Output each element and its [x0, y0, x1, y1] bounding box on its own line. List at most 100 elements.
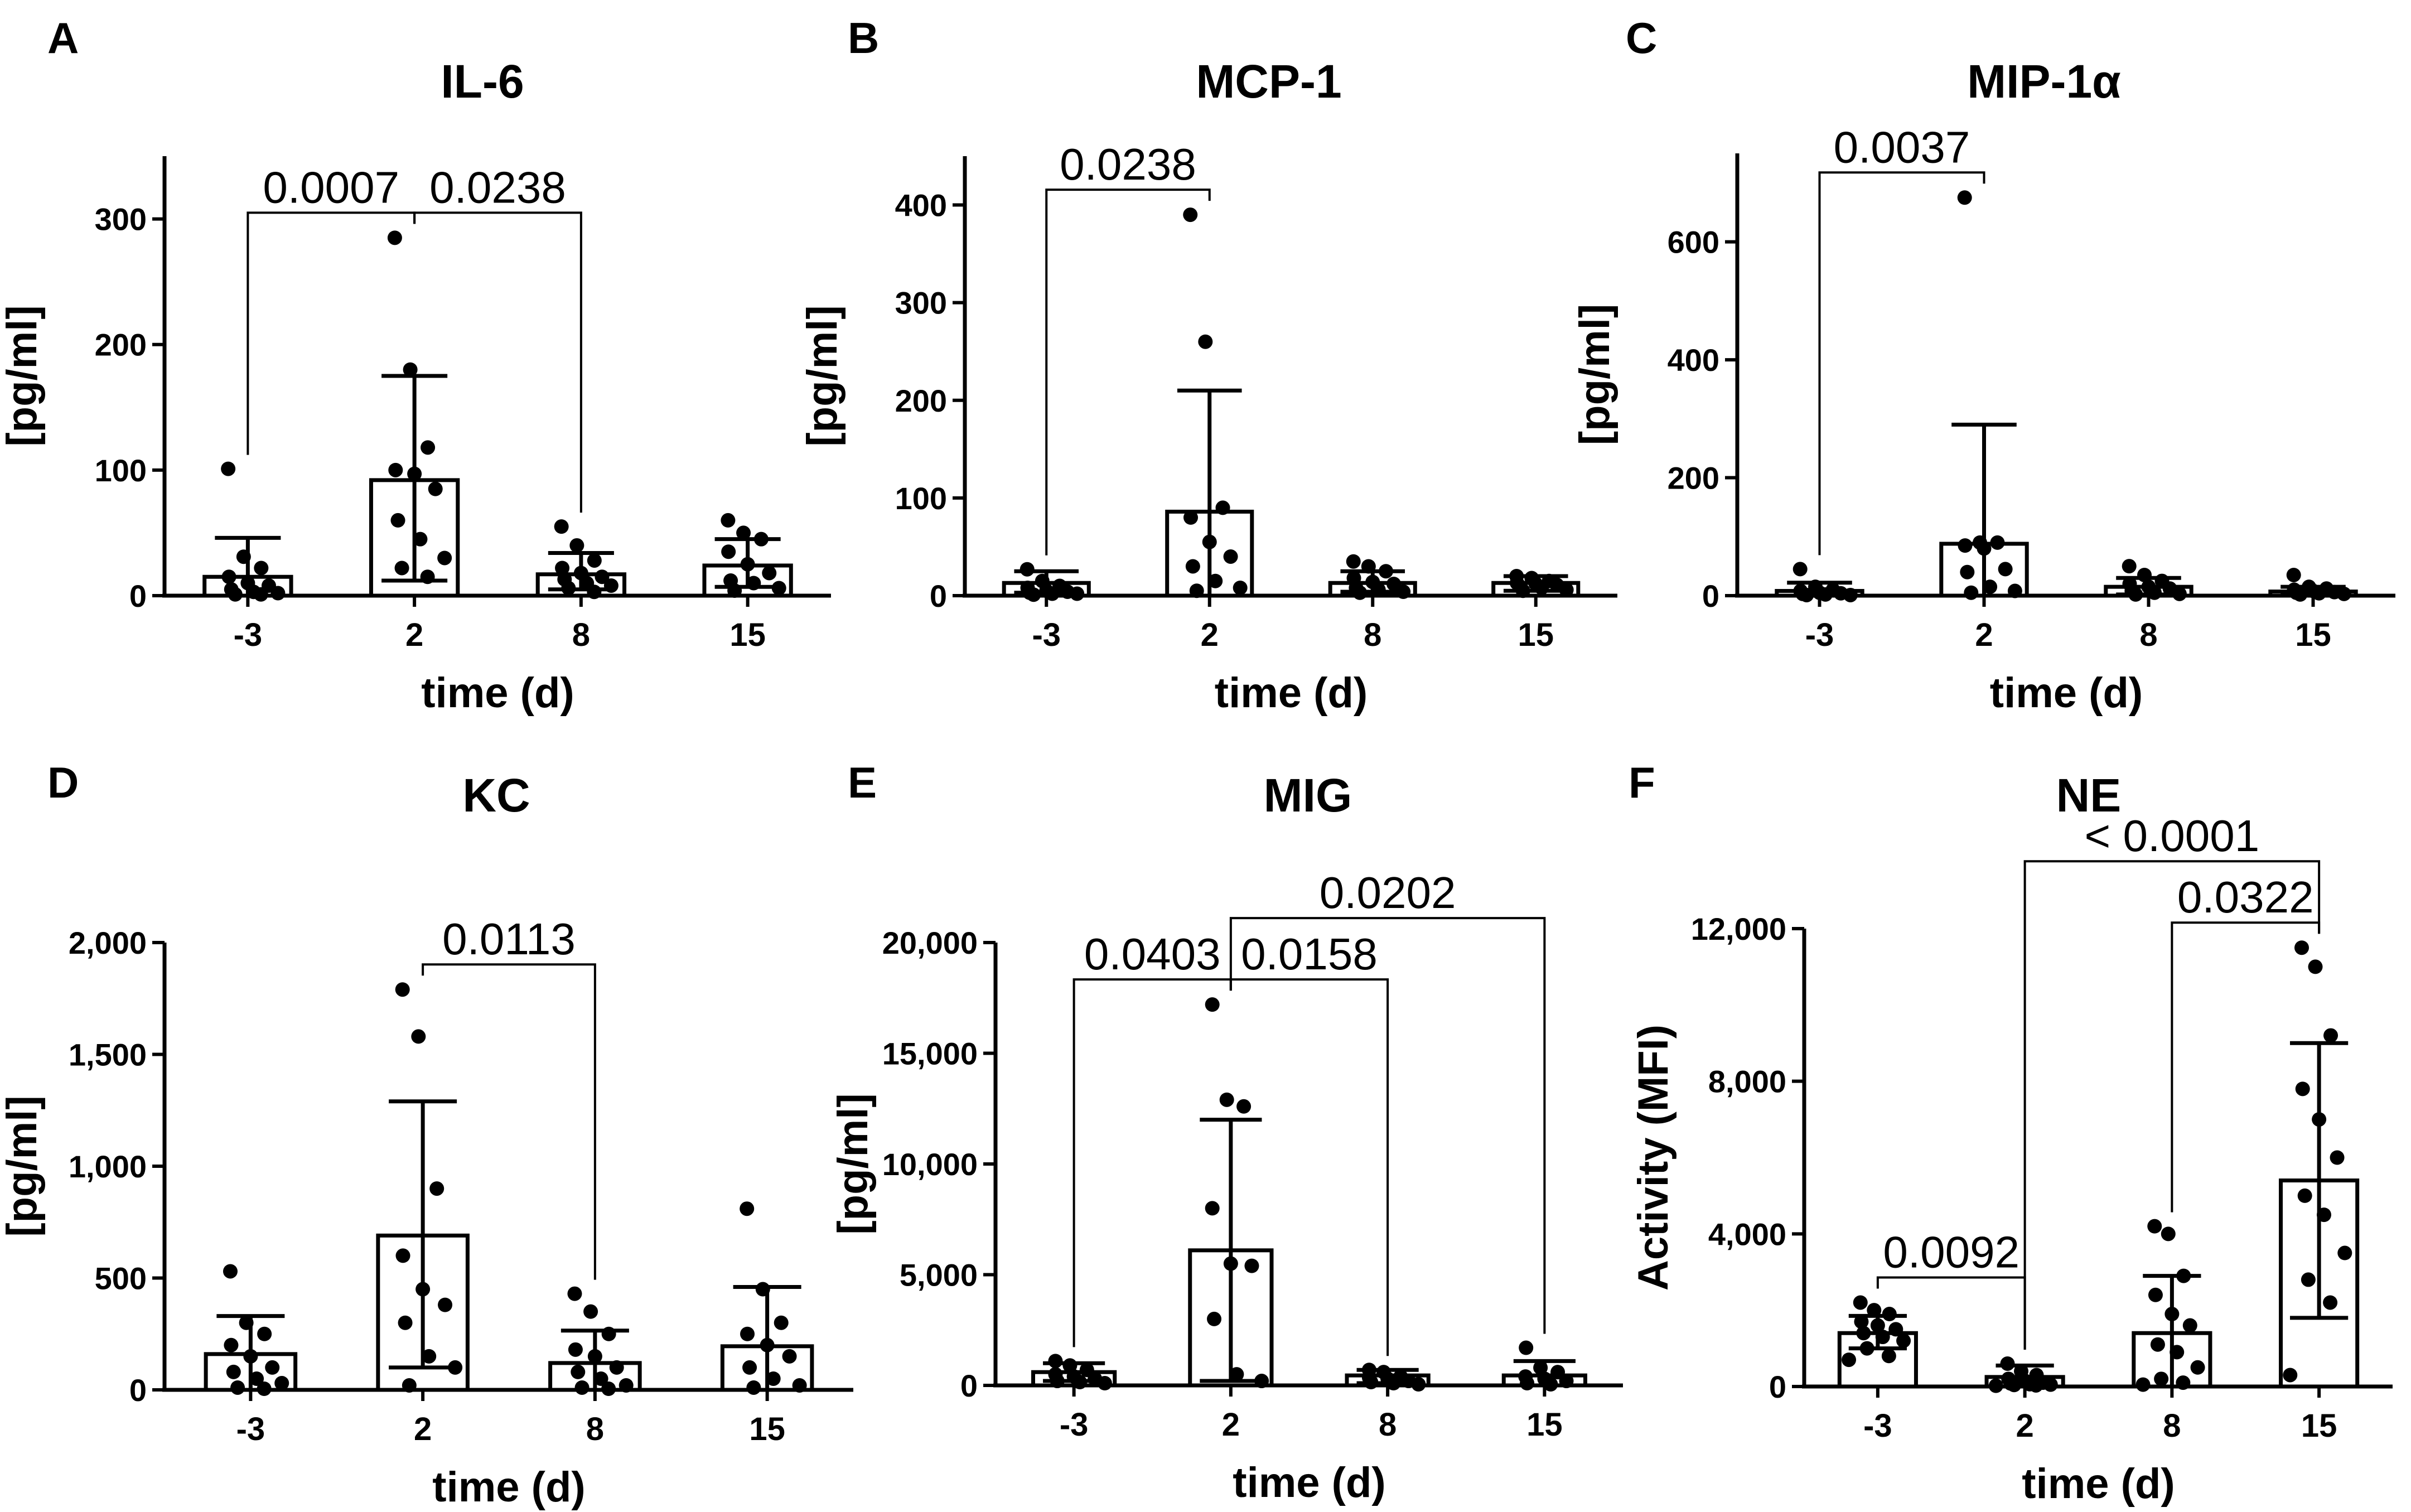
data-point	[394, 561, 409, 576]
data-point	[2330, 1150, 2345, 1165]
y-tick-label: 20,000	[882, 925, 978, 960]
data-point	[1364, 1375, 1379, 1390]
data-point	[1244, 1258, 1259, 1273]
data-point	[1977, 541, 1992, 556]
data-point	[223, 1264, 238, 1279]
data-point	[428, 481, 443, 496]
data-point	[420, 569, 435, 584]
data-point	[2337, 1245, 2352, 1260]
data-point	[2312, 586, 2327, 601]
y-tick-label: 0	[960, 1368, 978, 1403]
data-point	[609, 1360, 624, 1375]
data-point	[2308, 959, 2323, 974]
data-point	[437, 550, 452, 566]
significance-label: 0.0202	[1320, 868, 1456, 917]
data-point	[429, 1181, 444, 1196]
y-tick-label: 5,000	[900, 1258, 978, 1293]
data-point	[766, 1371, 781, 1386]
x-axis-label: time (d)	[2022, 1460, 2175, 1508]
data-point	[228, 587, 243, 602]
y-tick-label: 0	[1769, 1369, 1786, 1404]
data-point	[742, 1360, 757, 1375]
data-point	[1202, 534, 1217, 549]
x-axis-label: time (d)	[1990, 669, 2143, 717]
significance-bracket	[2171, 921, 2321, 1213]
panel-c: C MIP-1α 0 200 400 600 [pg/ml] -3 2 8 15 time (d) 0.…	[1571, 13, 2395, 717]
data-point	[1205, 1201, 1220, 1216]
x-tick-label: 8	[572, 617, 590, 653]
data-point	[1208, 573, 1223, 588]
significance-label: 0.0403	[1084, 929, 1221, 979]
x-tick-label: 2	[2016, 1408, 2033, 1444]
y-tick-label: 200	[1668, 461, 1719, 496]
significance-bracket	[1229, 917, 1546, 1334]
data-point	[2150, 1337, 2165, 1352]
significance-label: 0.0238	[429, 162, 566, 212]
data-point	[1185, 559, 1200, 574]
data-point	[395, 982, 410, 997]
data-point	[254, 561, 269, 576]
data-point	[2000, 1356, 2015, 1371]
data-point	[438, 1297, 453, 1312]
y-tick-label: 400	[1668, 342, 1719, 378]
data-point	[270, 586, 286, 601]
data-point	[239, 1315, 254, 1330]
panel-a: A IL-6 0 100 200 300 [pg/ml] -3 2 8 15 time (d) 0.00…	[0, 13, 831, 717]
data-point	[407, 466, 422, 481]
data-point	[1896, 1333, 1911, 1348]
data-point	[740, 557, 755, 572]
data-point	[2283, 1368, 2298, 1383]
data-point	[2294, 940, 2309, 955]
data-point	[593, 1371, 608, 1386]
y-tick-label: 0	[129, 578, 147, 614]
x-axis-label: time (d)	[421, 669, 574, 717]
x-axis-label: time (d)	[432, 1463, 585, 1511]
data-point	[2028, 1378, 2043, 1393]
data-point	[1888, 1322, 1903, 1337]
data-point	[1957, 190, 1972, 205]
data-point	[721, 513, 736, 528]
y-tick-label: 0	[1702, 578, 1719, 614]
data-point	[2137, 567, 2152, 582]
data-point	[1207, 1311, 1222, 1326]
x-tick-label: 15	[1518, 617, 1554, 653]
x-tick-label: 8	[1364, 617, 1381, 653]
data-point	[421, 440, 436, 455]
significance-bracket	[1818, 171, 1985, 555]
data-point	[422, 1349, 437, 1364]
x-tick-label: 15	[749, 1411, 785, 1447]
significance-label: < 0.0001	[2085, 811, 2260, 861]
data-point	[249, 1371, 264, 1386]
y-tick-label: 100	[95, 453, 147, 488]
data-point	[736, 525, 751, 540]
x-tick-label: 2	[405, 617, 423, 653]
data-point	[2301, 1272, 2316, 1287]
data-point	[1183, 510, 1199, 525]
x-tick-label: 2	[1975, 617, 1993, 653]
data-point	[1097, 1376, 1112, 1391]
x-tick-label: -3	[1863, 1408, 1892, 1444]
data-point	[1875, 1330, 1890, 1345]
y-axis-label: [pg/ml]	[1571, 304, 1618, 445]
data-point	[2147, 1219, 2162, 1234]
data-point	[1533, 1360, 1548, 1375]
data-point	[2293, 587, 2308, 602]
data-point	[1882, 1307, 1897, 1322]
x-tick-label: 2	[1222, 1407, 1240, 1443]
data-point	[221, 461, 236, 476]
data-point	[1411, 1377, 1426, 1392]
data-point	[619, 1378, 634, 1393]
significance-label: 0.0322	[2177, 872, 2314, 922]
data-point	[1867, 1303, 1882, 1318]
y-tick-label: 1,500	[69, 1037, 147, 1073]
panel-letter: C	[1626, 13, 1657, 62]
data-point	[1045, 586, 1060, 601]
data-point	[2316, 1207, 2331, 1223]
data-point	[2182, 1318, 2197, 1333]
x-tick-label: -3	[234, 617, 263, 653]
data-point	[1859, 1341, 1874, 1356]
significance-bracket	[422, 963, 596, 1280]
data-point	[448, 1360, 463, 1375]
data-point	[2176, 1375, 2191, 1390]
data-point	[1371, 582, 1386, 597]
